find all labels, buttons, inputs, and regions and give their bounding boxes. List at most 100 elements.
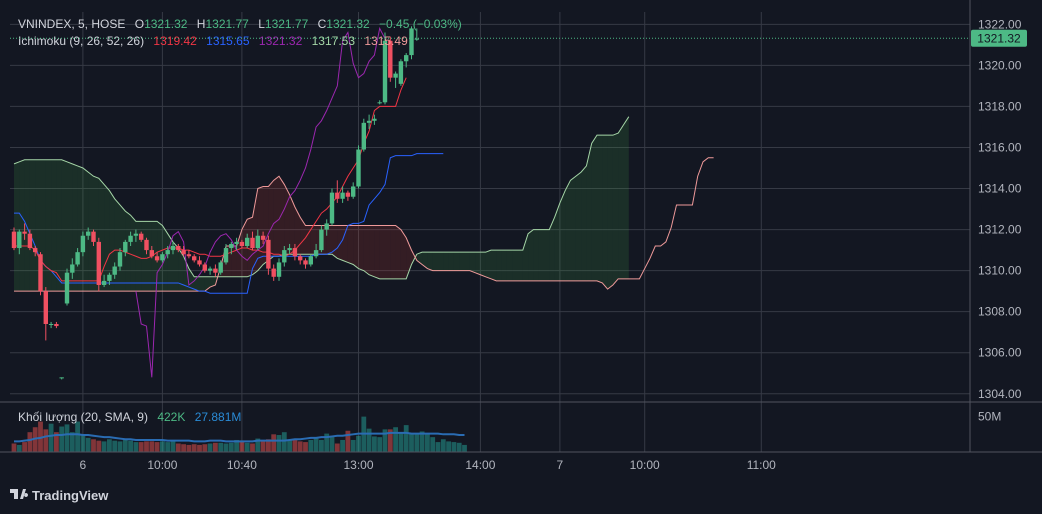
candle[interactable]: [250, 231, 255, 251]
candle[interactable]: [96, 237, 101, 292]
volume-bar[interactable]: [440, 439, 446, 452]
volume-bar[interactable]: [64, 424, 70, 452]
candle[interactable]: [271, 264, 276, 281]
candle[interactable]: [382, 32, 388, 105]
volume-bar[interactable]: [382, 429, 388, 452]
candle[interactable]: [398, 59, 404, 86]
volume-bar[interactable]: [181, 444, 186, 452]
volume-bar[interactable]: [340, 439, 345, 452]
candle[interactable]: [75, 248, 80, 267]
candle[interactable]: [234, 237, 239, 251]
volume-bar[interactable]: [213, 442, 218, 452]
candle[interactable]: [404, 53, 409, 68]
candle[interactable]: [213, 264, 218, 277]
volume-bar[interactable]: [75, 421, 80, 452]
volume-bar[interactable]: [271, 434, 277, 452]
volume-bar[interactable]: [48, 423, 54, 452]
candle[interactable]: [192, 254, 197, 263]
volume-bar[interactable]: [165, 442, 171, 452]
candle[interactable]: [351, 182, 356, 199]
candle[interactable]: [207, 266, 213, 275]
volume-bar[interactable]: [107, 439, 112, 452]
volume-bar[interactable]: [292, 438, 298, 452]
volume-bar[interactable]: [202, 444, 208, 452]
volume-bar[interactable]: [297, 441, 303, 452]
volume-bar[interactable]: [234, 439, 239, 452]
candle[interactable]: [197, 256, 202, 267]
candle[interactable]: [165, 246, 170, 259]
candle[interactable]: [101, 274, 107, 288]
volume-bar[interactable]: [287, 439, 292, 452]
volume-bar[interactable]: [276, 435, 282, 452]
candle[interactable]: [276, 258, 282, 281]
volume-bar[interactable]: [313, 437, 319, 452]
candle[interactable]: [218, 260, 223, 275]
candle[interactable]: [366, 114, 372, 129]
volume-bar[interactable]: [398, 432, 404, 452]
candle[interactable]: [43, 287, 48, 341]
volume-bar[interactable]: [16, 444, 22, 452]
volume-bar[interactable]: [133, 442, 139, 452]
volume-bar[interactable]: [356, 435, 361, 452]
candle[interactable]: [356, 145, 361, 189]
volume-bar[interactable]: [462, 444, 467, 452]
volume-bar[interactable]: [303, 442, 308, 452]
candle[interactable]: [144, 237, 149, 255]
volume-bar[interactable]: [69, 432, 75, 452]
volume-bar[interactable]: [43, 429, 49, 452]
volume-bar[interactable]: [425, 433, 430, 452]
candle[interactable]: [372, 114, 377, 125]
volume-bar[interactable]: [149, 441, 155, 452]
candle[interactable]: [160, 252, 165, 263]
volume-bar[interactable]: [218, 442, 224, 452]
volume-bar[interactable]: [80, 434, 86, 452]
candle[interactable]: [319, 225, 324, 253]
volume-bar[interactable]: [138, 442, 144, 452]
candle[interactable]: [38, 252, 43, 296]
candle[interactable]: [86, 227, 91, 240]
volume-bar[interactable]: [96, 440, 102, 452]
volume-bar[interactable]: [329, 435, 335, 452]
volume-bar[interactable]: [446, 441, 451, 452]
candle[interactable]: [245, 233, 250, 249]
volume-bar[interactable]: [170, 439, 176, 452]
candle[interactable]: [149, 246, 154, 259]
volume-bar[interactable]: [451, 442, 457, 452]
candle[interactable]: [298, 254, 303, 265]
volume-bar[interactable]: [255, 438, 261, 452]
volume-bar[interactable]: [430, 437, 436, 452]
candle[interactable]: [123, 239, 128, 257]
candle[interactable]: [409, 26, 414, 60]
candle[interactable]: [324, 219, 329, 236]
volume-bar[interactable]: [244, 442, 250, 452]
volume-bar[interactable]: [186, 444, 192, 452]
candle[interactable]: [377, 100, 382, 105]
candle[interactable]: [59, 377, 64, 380]
candle[interactable]: [345, 190, 351, 201]
volume-bar[interactable]: [191, 444, 197, 452]
volume-bar[interactable]: [403, 425, 409, 452]
volume-bar[interactable]: [350, 439, 356, 452]
candle[interactable]: [223, 243, 229, 265]
volume-bar[interactable]: [334, 443, 340, 452]
volume-bar[interactable]: [207, 443, 213, 452]
volume-bar[interactable]: [239, 441, 245, 452]
candle[interactable]: [361, 118, 366, 152]
candle[interactable]: [54, 321, 59, 329]
volume-bar[interactable]: [122, 439, 128, 452]
candle[interactable]: [303, 258, 308, 269]
volume-bar[interactable]: [345, 430, 351, 452]
candle[interactable]: [329, 188, 335, 226]
candle[interactable]: [287, 243, 292, 255]
candle[interactable]: [91, 229, 96, 246]
volume-bar[interactable]: [160, 441, 165, 452]
volume-bar[interactable]: [85, 437, 91, 452]
candle[interactable]: [48, 321, 54, 329]
candle[interactable]: [112, 262, 117, 279]
candle[interactable]: [117, 248, 123, 271]
volume-bar[interactable]: [228, 442, 234, 452]
volume-bar[interactable]: [435, 442, 441, 452]
volume-bar[interactable]: [197, 444, 202, 452]
candle[interactable]: [260, 231, 266, 244]
